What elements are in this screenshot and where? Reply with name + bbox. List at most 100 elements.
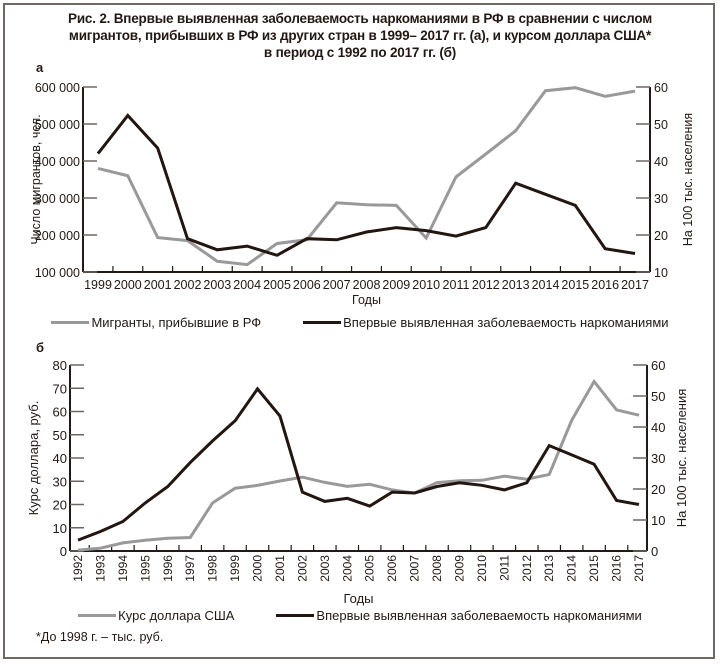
- x-axis-title: Годы: [352, 293, 381, 307]
- x-tick-label: 2007: [408, 555, 422, 582]
- x-tick-label: 2012: [472, 278, 500, 292]
- chart-b: 0 10 20 30 40 50 60 70 80 0 10 20 30 40 50 60 1992 1993 19…: [26, 358, 689, 606]
- y-tick-label-right: 40: [651, 420, 665, 435]
- legend-swatch-black: [303, 321, 342, 324]
- x-tick-label: 2000: [114, 278, 142, 292]
- x-tick-label: 2001: [144, 278, 172, 292]
- x-tick-label: 2008: [430, 555, 444, 582]
- x-tick-label: 2000: [251, 555, 265, 582]
- x-tick-label: 2003: [203, 278, 231, 292]
- series-line-1: [96, 113, 636, 257]
- legend-item-morbidity: Впервые выявленная заболеваемость нарком…: [276, 608, 642, 623]
- y-tick-label-right: 50: [654, 118, 668, 132]
- y-axis-title-right: На 100 тыс. населения: [681, 113, 695, 246]
- y-tick-label-right: 50: [651, 389, 665, 404]
- y-tick-label-left: 300 000: [35, 192, 80, 206]
- x-tick-label: 2006: [293, 278, 321, 292]
- x-tick-label: 1999: [228, 555, 242, 582]
- legend-swatch-gray: [78, 614, 117, 617]
- x-tick-label: 1999: [84, 278, 112, 292]
- x-tick-label: 2001: [273, 555, 287, 582]
- x-tick-label: 1994: [116, 555, 130, 582]
- x-tick-label: 2013: [542, 555, 556, 582]
- x-tick-label: 2017: [632, 555, 646, 582]
- legend-label: Впервые выявленная заболеваемость нарком…: [343, 315, 669, 330]
- x-tick-label: 2014: [565, 555, 579, 582]
- footnote: *До 1998 г. – тыс. руб.: [36, 630, 164, 644]
- x-tick-label: 1992: [71, 555, 85, 582]
- y-tick-label-left: 60: [53, 405, 67, 420]
- series-line-1: [77, 386, 640, 542]
- y-tick-label-left: 40: [53, 451, 67, 466]
- legend-label: Мигранты, прибывшие в РФ: [91, 315, 262, 330]
- y-tick-label-right: 30: [651, 451, 665, 466]
- series-line-0: [77, 378, 640, 552]
- y-tick-label-left: 80: [53, 358, 67, 373]
- y-tick-label-left: 0: [60, 544, 67, 559]
- x-tick-label: 2002: [174, 278, 202, 292]
- x-tick-label: 2010: [475, 555, 489, 582]
- x-tick-label: 1997: [183, 555, 197, 582]
- legend-swatch-black: [276, 614, 315, 617]
- x-tick-label: 2016: [610, 555, 624, 582]
- y-axis-title-right: На 100 тыс. населения: [674, 389, 689, 528]
- y-tick-label-right: 10: [654, 266, 668, 280]
- title-line: в период с 1992 по 2017 гг. (б): [263, 45, 457, 60]
- x-tick-label: 2012: [520, 555, 534, 582]
- x-tick-label: 2004: [340, 555, 354, 582]
- x-tick-label: 2005: [363, 555, 377, 582]
- legend-item-morbidity: Впервые выявленная заболеваемость нарком…: [303, 315, 669, 330]
- x-tick-label: 2005: [263, 278, 291, 292]
- series-line-0: [97, 86, 636, 267]
- legend-item-dollar: Курс доллара США: [78, 608, 234, 623]
- x-tick-label: 2015: [587, 555, 601, 582]
- panel-label-b: б: [36, 340, 45, 355]
- x-tick-label: 2008: [353, 278, 381, 292]
- y-tick-label-right: 40: [654, 155, 668, 169]
- legend-swatch-gray: [51, 321, 90, 324]
- x-tick-label: 2009: [452, 555, 466, 582]
- x-tick-label: 1998: [206, 555, 220, 582]
- y-tick-label-left: 200 000: [35, 229, 80, 243]
- x-tick-label: 2011: [443, 278, 470, 292]
- chart-a: 100 000 200 000 300 000 400 000 500 000 600 0…: [29, 81, 695, 307]
- x-axis-title: Годы: [343, 591, 373, 606]
- x-tick-label: 2014: [532, 278, 560, 292]
- x-tick-label: 1996: [161, 555, 175, 582]
- y-axis-title-left: Курс доллара, руб.: [26, 401, 41, 516]
- y-axis-title-left: Число мигрантов, чел.: [29, 114, 43, 244]
- y-tick-label-left: 30: [53, 474, 67, 489]
- y-tick-label-left: 10: [53, 521, 67, 536]
- y-tick-label-left: 400 000: [35, 155, 80, 169]
- x-tick-label: 1993: [93, 555, 107, 582]
- y-tick-label-right: 20: [654, 229, 668, 243]
- legend-label: Впервые выявленная заболеваемость нарком…: [316, 608, 642, 623]
- x-tick-label: 2013: [502, 278, 530, 292]
- x-tick-label: 1995: [138, 555, 152, 582]
- x-tick-label: 2002: [295, 555, 309, 582]
- y-tick-label-right: 60: [651, 358, 665, 373]
- x-tick-label: 2003: [318, 555, 332, 582]
- x-tick-label: 2015: [561, 278, 589, 292]
- y-tick-label-right: 10: [651, 513, 665, 528]
- figure-title: Рис. 2. Впервые выявленная заболеваемост…: [0, 10, 720, 61]
- y-tick-label-left: 500 000: [35, 118, 80, 132]
- y-tick-label-right: 60: [654, 81, 668, 95]
- y-tick-label-left: 600 000: [35, 81, 80, 95]
- x-tick-label: 2017: [621, 278, 649, 292]
- y-tick-label-right: 30: [654, 192, 668, 206]
- y-tick-label-right: 20: [651, 482, 665, 497]
- title-line: Рис. 2. Впервые выявленная заболеваемост…: [68, 11, 652, 26]
- legend-label: Курс доллара США: [118, 608, 235, 623]
- title-line: мигрантов, прибывших в РФ из других стра…: [68, 28, 652, 43]
- legend-a: Мигранты, прибывшие в РФ Впервые выявлен…: [0, 315, 720, 330]
- x-tick-label: 2010: [412, 278, 440, 292]
- x-tick-label: 2016: [591, 278, 619, 292]
- y-tick-label-left: 100 000: [35, 266, 80, 280]
- legend-b: Курс доллара США Впервые выявленная забо…: [0, 608, 720, 623]
- y-tick-label-left: 70: [53, 381, 67, 396]
- x-tick-label: 2009: [382, 278, 410, 292]
- x-tick-label: 2006: [385, 555, 399, 582]
- y-tick-label-left: 50: [53, 428, 67, 443]
- legend-item-migrants: Мигранты, прибывшие в РФ: [51, 315, 261, 330]
